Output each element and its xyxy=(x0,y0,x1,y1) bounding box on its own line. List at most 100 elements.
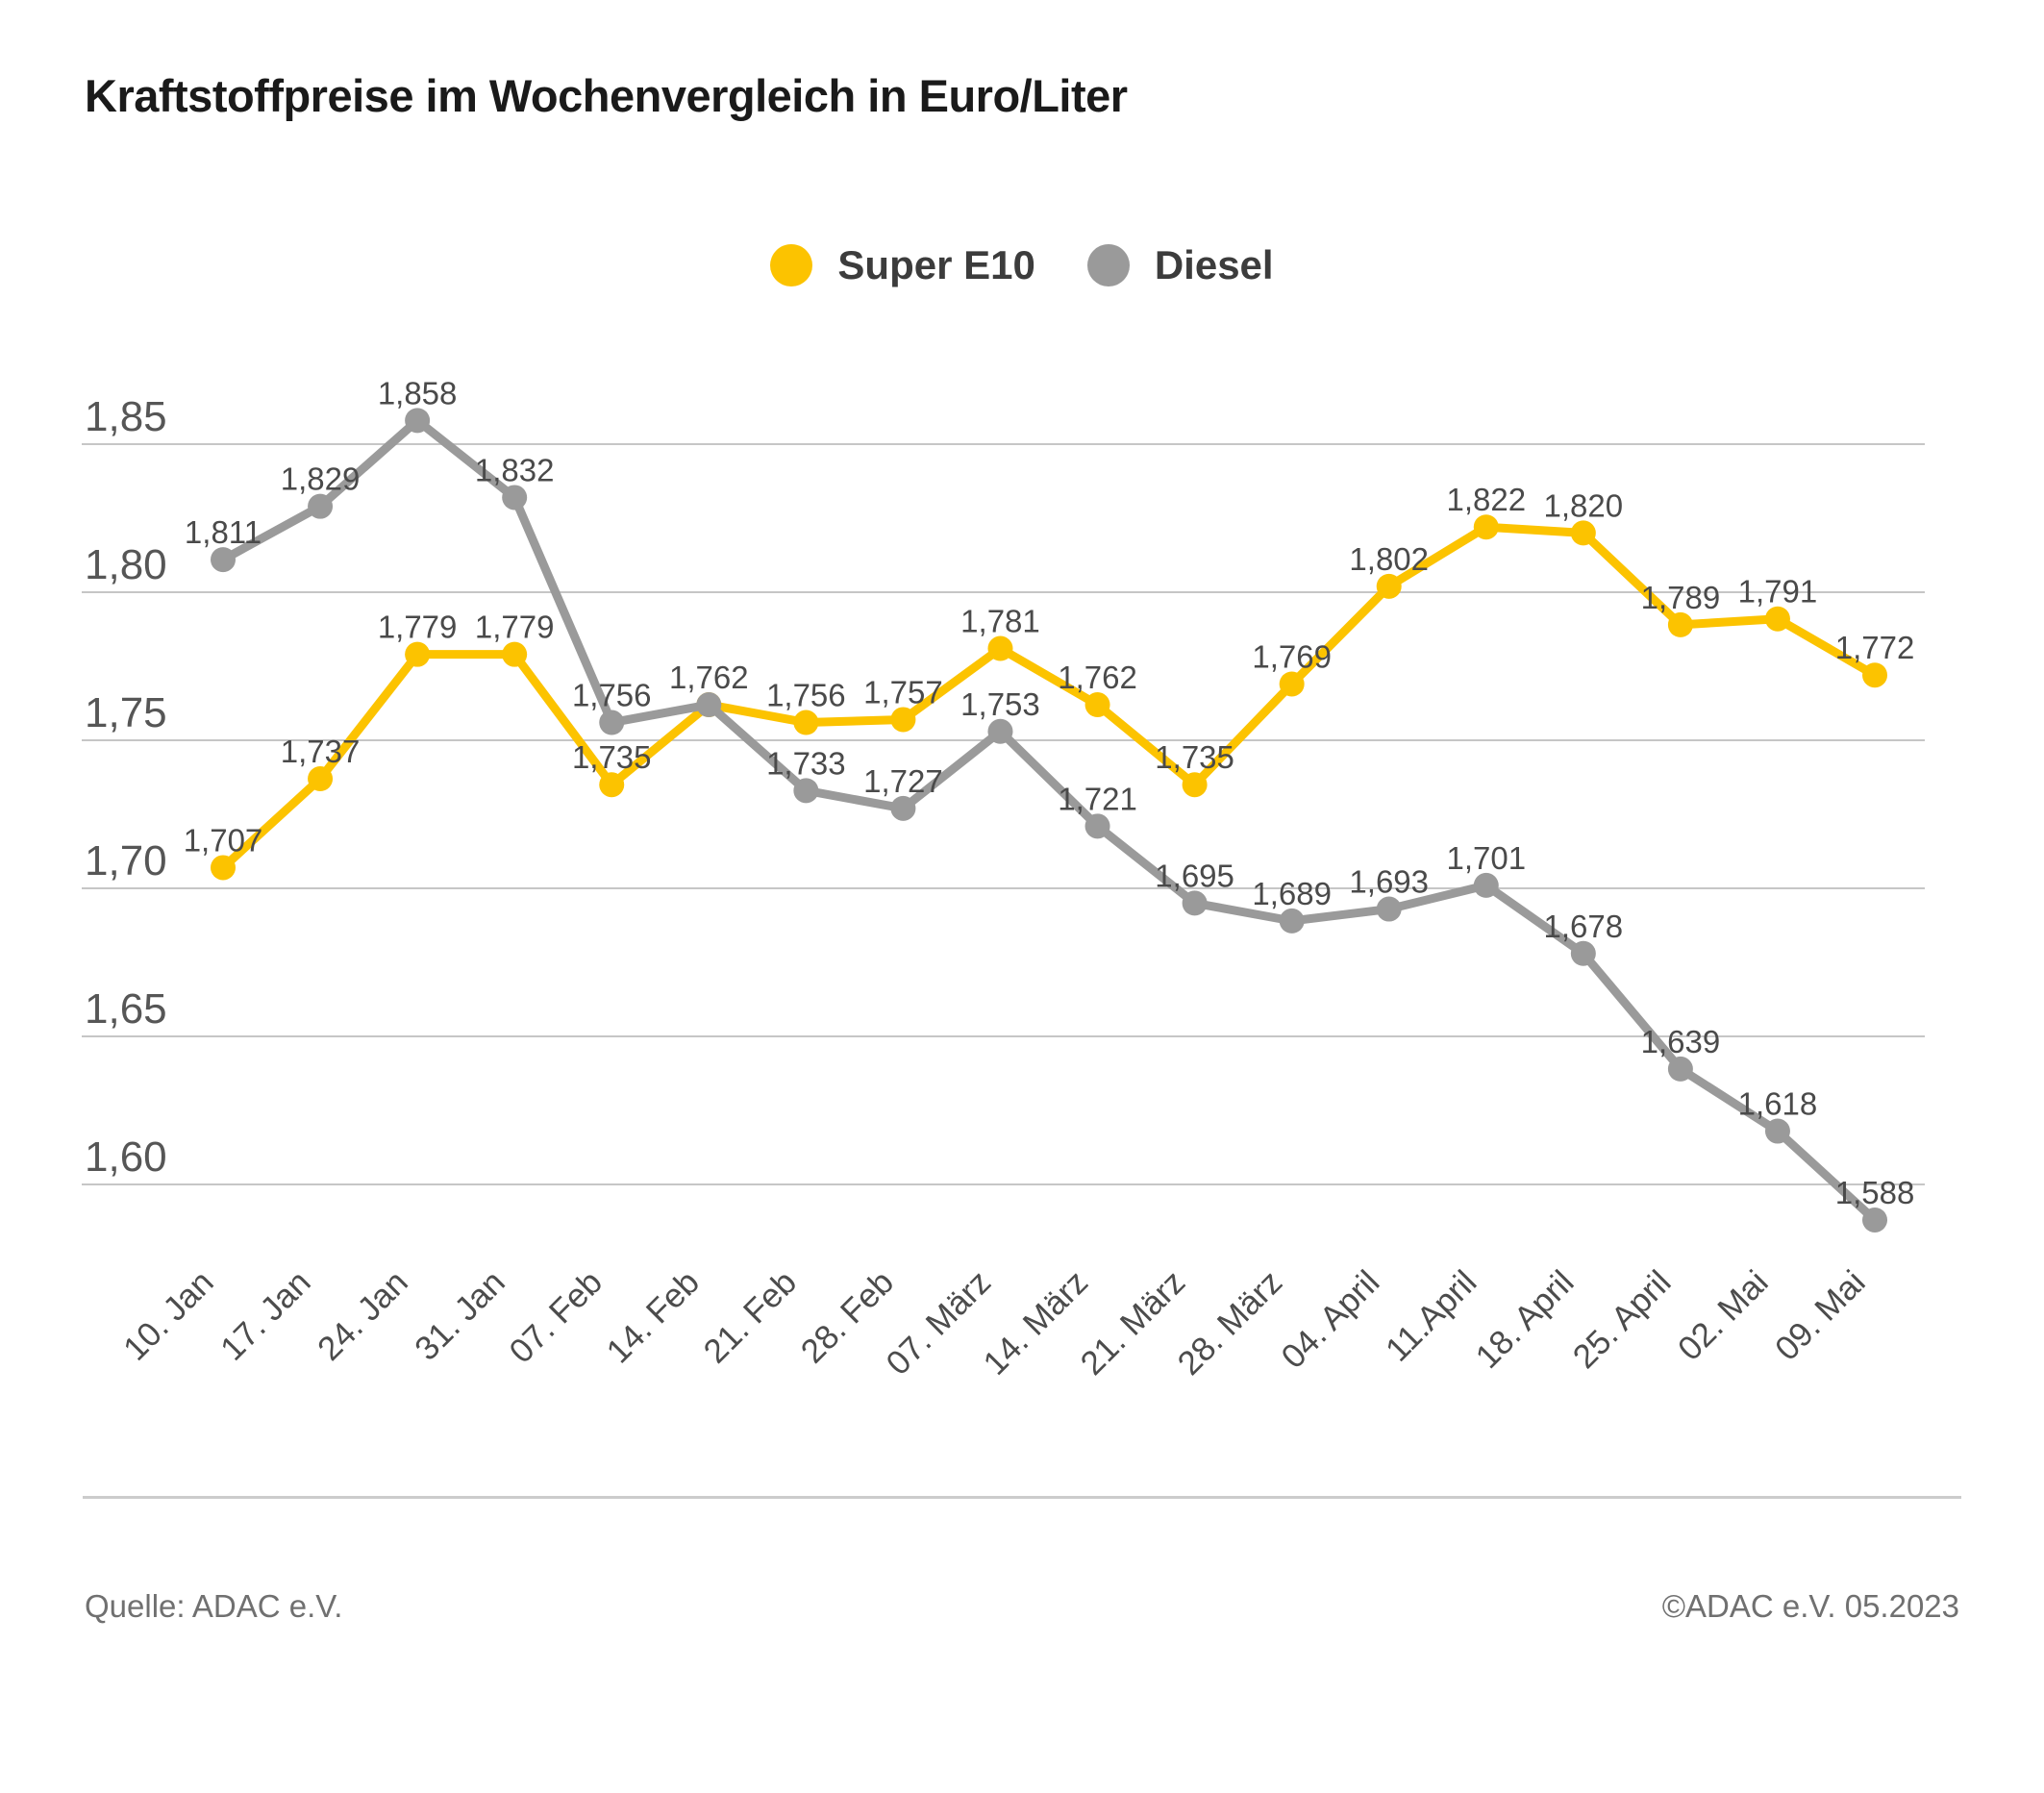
data-point-super-e10 xyxy=(405,641,431,667)
data-label: 1,762 xyxy=(669,660,749,695)
x-tick-label: 17. Jan xyxy=(213,1263,318,1368)
data-point-diesel xyxy=(987,718,1013,744)
y-tick-label: 1,65 xyxy=(85,985,167,1033)
data-label: 1,789 xyxy=(1641,580,1721,615)
data-point-super-e10 xyxy=(1376,573,1402,599)
footer-divider xyxy=(83,1496,1961,1499)
data-point-diesel xyxy=(890,795,916,821)
data-label: 1,735 xyxy=(572,739,652,775)
data-point-diesel xyxy=(1182,890,1208,916)
legend-item-diesel: Diesel xyxy=(1086,242,1274,287)
data-point-diesel xyxy=(1862,1207,1888,1233)
data-label: 1,695 xyxy=(1155,858,1234,893)
data-point-diesel xyxy=(502,485,528,511)
x-tick-label: 18. April xyxy=(1468,1263,1581,1376)
data-label: 1,757 xyxy=(863,674,943,710)
series-line-diesel xyxy=(218,415,1880,1225)
data-label: 1,858 xyxy=(378,375,458,411)
data-label: 1,639 xyxy=(1641,1024,1721,1059)
data-point-diesel xyxy=(1764,1118,1790,1144)
data-point-super-e10 xyxy=(987,635,1013,661)
data-point-super-e10 xyxy=(1862,662,1888,688)
data-point-diesel xyxy=(211,547,236,573)
data-point-super-e10 xyxy=(1473,514,1499,540)
data-point-super-e10 xyxy=(793,710,819,735)
x-tick-label: 07. Feb xyxy=(502,1263,610,1371)
data-label: 1,701 xyxy=(1446,840,1526,876)
data-label: 1,779 xyxy=(378,610,458,645)
data-label: 1,802 xyxy=(1349,541,1429,577)
data-point-super-e10 xyxy=(1182,772,1208,798)
x-tick-label: 09. Mai xyxy=(1768,1263,1873,1368)
data-point-super-e10 xyxy=(308,766,334,792)
y-tick-label: 1,85 xyxy=(85,393,167,440)
data-label: 1,588 xyxy=(1835,1175,1915,1210)
data-label: 1,727 xyxy=(863,763,943,799)
data-point-diesel xyxy=(1570,940,1596,966)
data-label: 1,820 xyxy=(1544,487,1624,523)
x-tick-label: 25. April xyxy=(1566,1263,1679,1376)
data-point-diesel xyxy=(1376,896,1402,922)
footer-source: Quelle: ADAC e.V. xyxy=(85,1588,343,1624)
data-label: 1,822 xyxy=(1446,482,1526,517)
x-tick-label: 24. Jan xyxy=(311,1263,415,1368)
data-label: 1,733 xyxy=(766,745,846,781)
data-label: 1,772 xyxy=(1835,630,1915,665)
page-title: Kraftstoffpreise im Wochenvergleich in E… xyxy=(85,70,1128,121)
x-tick-label: 28. März xyxy=(1170,1263,1289,1382)
data-point-diesel xyxy=(1279,908,1305,934)
x-tick-label: 21. März xyxy=(1073,1263,1192,1382)
data-point-super-e10 xyxy=(1667,611,1693,637)
data-point-diesel xyxy=(1473,872,1499,898)
x-tick-label: 10. Jan xyxy=(116,1263,221,1368)
footer-copyright: ©ADAC e.V. 05.2023 xyxy=(1661,1588,1959,1624)
data-point-super-e10 xyxy=(890,707,916,733)
data-point-diesel xyxy=(405,408,431,434)
data-label: 1,762 xyxy=(1058,660,1137,695)
x-tick-label: 02. Mai xyxy=(1671,1263,1776,1368)
x-tick-label: 14. März xyxy=(976,1263,1095,1382)
x-tick-label: 07. März xyxy=(879,1263,998,1382)
y-tick-label: 1,70 xyxy=(85,837,167,884)
legend-label-super-e10: Super E10 xyxy=(837,242,1035,287)
data-label: 1,735 xyxy=(1155,739,1234,775)
data-point-diesel xyxy=(308,493,334,519)
data-label: 1,756 xyxy=(572,678,652,713)
data-label: 1,769 xyxy=(1252,638,1332,674)
diesel-swatch-icon xyxy=(1086,244,1130,286)
x-tick-label: 21. Feb xyxy=(697,1263,805,1371)
legend: Super E10 Diesel xyxy=(0,244,2044,286)
data-label: 1,781 xyxy=(960,604,1040,639)
data-label: 1,693 xyxy=(1349,864,1429,900)
x-tick-label: 31. Jan xyxy=(408,1263,512,1368)
data-point-super-e10 xyxy=(1084,692,1110,718)
data-point-diesel xyxy=(793,778,819,804)
legend-label-diesel: Diesel xyxy=(1154,242,1274,287)
data-point-super-e10 xyxy=(1279,671,1305,697)
data-label: 1,753 xyxy=(960,686,1040,722)
data-label: 1,737 xyxy=(281,734,361,769)
data-point-super-e10 xyxy=(599,772,625,798)
data-point-super-e10 xyxy=(211,855,236,881)
data-point-diesel xyxy=(1084,813,1110,839)
x-tick-label: 11.April xyxy=(1379,1263,1484,1369)
data-label: 1,689 xyxy=(1252,876,1332,911)
x-tick-label: 14. Feb xyxy=(599,1263,707,1371)
data-label: 1,678 xyxy=(1544,909,1624,944)
y-tick-label: 1,75 xyxy=(85,689,167,736)
data-label: 1,756 xyxy=(766,678,846,713)
y-tick-label: 1,60 xyxy=(85,1133,167,1181)
data-label: 1,829 xyxy=(281,461,361,497)
data-point-diesel xyxy=(696,692,722,718)
data-label: 1,779 xyxy=(475,610,555,645)
data-point-super-e10 xyxy=(1570,520,1596,546)
super-e10-swatch-icon xyxy=(770,244,813,286)
data-label: 1,791 xyxy=(1738,574,1818,610)
data-label: 1,618 xyxy=(1738,1086,1818,1122)
data-point-diesel xyxy=(1667,1056,1693,1082)
x-tick-label: 04. April xyxy=(1274,1263,1386,1376)
data-label: 1,721 xyxy=(1058,781,1137,816)
data-label: 1,832 xyxy=(475,452,555,487)
